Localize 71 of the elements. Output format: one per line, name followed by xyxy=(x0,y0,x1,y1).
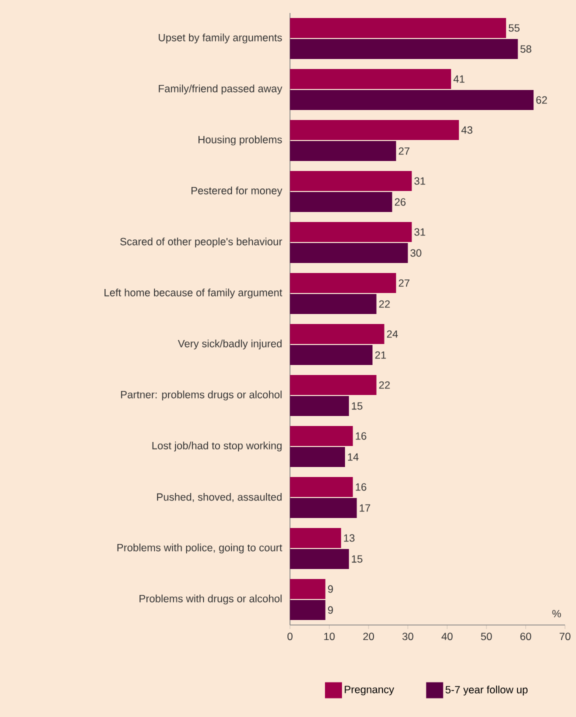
data-label: 58 xyxy=(520,45,532,53)
bar xyxy=(290,141,396,161)
y-tick-label: Upset by family arguments xyxy=(158,34,282,44)
bar xyxy=(290,600,326,620)
y-tick-label: Very sick/badly injured xyxy=(178,340,282,350)
bar xyxy=(290,273,396,294)
bar xyxy=(290,498,357,518)
x-tick-label: 0 xyxy=(287,632,293,640)
y-tick-label: Problems with police, going to court xyxy=(117,544,282,554)
data-label: 15 xyxy=(352,555,362,563)
bar xyxy=(290,396,349,416)
y-tick-label: Family/friend passed away xyxy=(158,84,282,94)
y-tick-label: Problems with drugs or alcohol xyxy=(140,594,282,604)
legend-label: Pregnancy xyxy=(344,686,394,696)
x-tick-label: 70 xyxy=(560,632,570,640)
bar xyxy=(290,447,345,468)
data-label: 14 xyxy=(348,453,359,461)
data-label: 9 xyxy=(328,585,333,593)
x-tick-label: 40 xyxy=(442,632,453,640)
x-tick-label: 30 xyxy=(402,632,414,640)
x-axis-title: % xyxy=(552,610,561,618)
bar xyxy=(290,549,349,570)
bar xyxy=(290,39,518,59)
x-tick-label: 50 xyxy=(481,632,492,640)
bar xyxy=(290,69,452,89)
y-tick-label: Lost job/had to stop working xyxy=(152,442,282,452)
data-label: 62 xyxy=(536,96,547,104)
bar xyxy=(290,18,506,38)
y-tick-label: Scared of other people's behaviour xyxy=(120,238,282,248)
legend-label: 5-7 year follow up xyxy=(446,686,528,696)
data-label: 55 xyxy=(508,24,520,32)
bar xyxy=(290,294,376,314)
y-tick-label: Partner: problems drugs or alcohol xyxy=(121,390,282,400)
bar xyxy=(290,324,384,344)
bar xyxy=(290,243,408,264)
y-tick-label: Pushed, shoved, assaulted xyxy=(157,493,282,502)
data-label: 30 xyxy=(410,249,422,257)
y-tick-label: Housing problems xyxy=(198,136,282,146)
x-tick-label: 20 xyxy=(363,632,374,640)
y-tick-label: Pestered for money xyxy=(192,186,282,196)
y-tick-label: Left home because of family argument xyxy=(104,288,282,298)
data-label: 13 xyxy=(344,534,354,542)
bar xyxy=(290,120,459,140)
x-tick-label: 60 xyxy=(520,632,532,640)
data-label: 43 xyxy=(461,126,472,134)
data-label: 21 xyxy=(375,351,386,359)
bar xyxy=(290,345,372,366)
data-label: 16 xyxy=(356,483,366,491)
data-label: 16 xyxy=(356,432,366,440)
x-tick-label: 10 xyxy=(324,632,335,640)
data-label: 27 xyxy=(398,279,410,287)
data-label: 27 xyxy=(398,147,410,155)
bar xyxy=(290,477,353,498)
data-label: 41 xyxy=(454,75,464,83)
bar xyxy=(290,528,342,548)
bar xyxy=(290,375,376,396)
data-label: 26 xyxy=(394,198,406,206)
data-label: 9 xyxy=(328,606,333,614)
bar xyxy=(290,90,534,110)
bar xyxy=(290,222,412,242)
bar xyxy=(290,579,326,600)
data-label: 22 xyxy=(379,300,390,308)
data-label: 31 xyxy=(414,228,426,236)
bar xyxy=(290,192,392,212)
data-label: 15 xyxy=(352,402,362,410)
data-label: 24 xyxy=(387,330,398,338)
bar xyxy=(290,426,353,446)
data-label: 22 xyxy=(379,381,390,389)
data-label: 17 xyxy=(360,504,370,512)
bar xyxy=(290,171,412,192)
data-label: 31 xyxy=(414,177,426,185)
